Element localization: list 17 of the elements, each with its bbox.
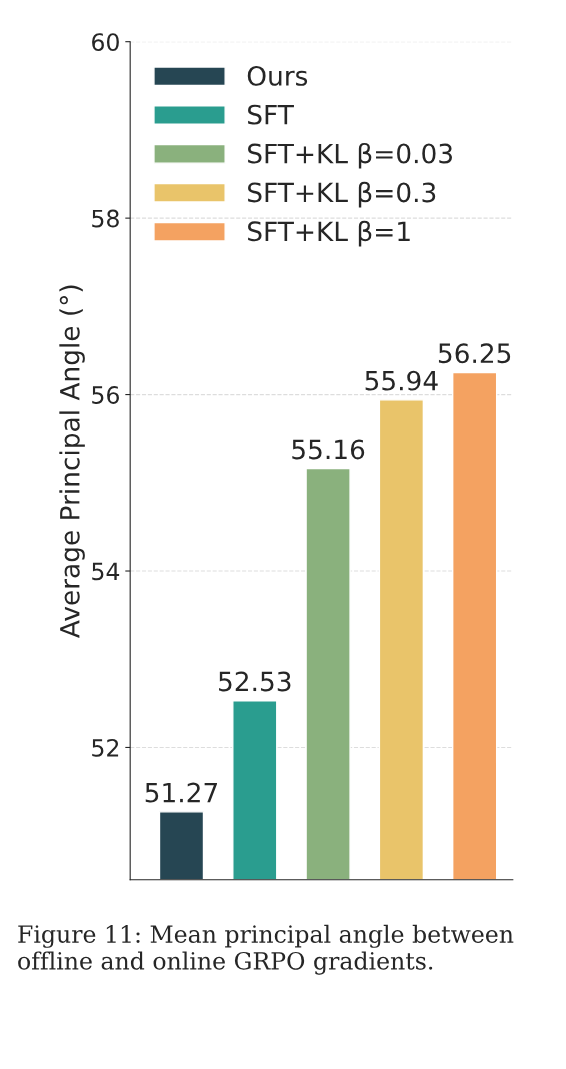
y-tick-label: 56 [92,386,119,404]
data-label: 56.25 [438,343,511,364]
data-label: 52.53 [219,671,291,692]
legend-label: SFT+KL β=0.3 [248,181,436,208]
y-tick-label: 52 [92,738,119,757]
y-tick-label: 58 [92,209,119,228]
y-tick-label: 54 [92,562,120,581]
legend-label: SFT+KL β=1 [248,220,410,247]
data-label: 55.94 [365,370,438,391]
legend-label: SFT [248,104,294,125]
data-label: 51.27 [145,782,218,803]
y-axis-title: Average Principal Angle (°) [59,285,85,638]
legend-label: Ours [247,65,308,86]
legend-label: SFT+KL β=0.03 [248,142,452,169]
data-label: 55.16 [292,439,365,460]
y-tick-label: 60 [92,33,119,51]
caption: Figure 11: Mean principal angle between offline and online GRPO gradients. [18,924,514,975]
